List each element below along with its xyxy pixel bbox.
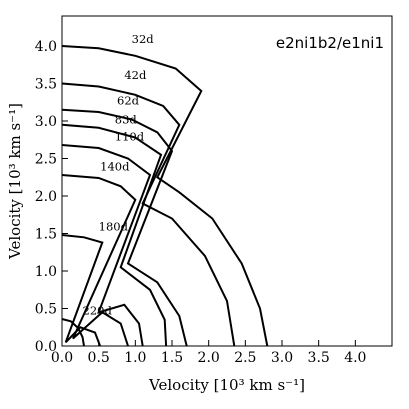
series-line-62d — [61, 108, 188, 347]
plot-frame — [61, 15, 393, 347]
annotations: 32d 42d 62d 83d 110d 140d 180d 220d — [83, 32, 155, 318]
epoch-label: 180d — [99, 220, 129, 234]
x-tick-label: 3.5 — [308, 350, 330, 366]
y-tick-label: 0.5 — [35, 302, 57, 318]
epoch-label: 42d — [124, 68, 147, 82]
x-tick-label: 0.5 — [88, 350, 110, 366]
series-line-220d — [61, 318, 85, 347]
series-line-83d — [61, 123, 168, 347]
series-line-110d — [61, 144, 152, 347]
y-tick-label: 4.0 — [35, 39, 57, 55]
x-tick-label: 2.5 — [234, 350, 256, 366]
series-line-180d — [61, 234, 104, 347]
x-tick-label: 4.0 — [344, 350, 366, 366]
y-tick-label: 2.0 — [35, 189, 57, 205]
epoch-label: 83d — [115, 112, 138, 126]
y-tick-label: 3.5 — [35, 77, 57, 93]
epoch-label: 220d — [83, 304, 113, 318]
series-line-42d — [61, 82, 236, 347]
ticks: 0.0 0.5 1.0 1.5 2.0 2.5 3.0 3.5 4.0 0.0 0.5 1.0 1.5 2… — [35, 39, 367, 366]
y-tick-label: 0.0 — [35, 339, 57, 355]
epoch-label: 110d — [115, 130, 145, 144]
epoch-label: 140d — [100, 160, 130, 174]
y-tick-label: 1.5 — [35, 227, 57, 243]
curves — [61, 45, 269, 347]
y-tick-label: 2.5 — [35, 152, 57, 168]
epoch-label: 62d — [117, 94, 140, 108]
x-tick-label: 2.0 — [198, 350, 220, 366]
series-line-32d — [61, 45, 269, 347]
x-tick-label: 3.0 — [271, 350, 293, 366]
y-tick-label: 3.0 — [35, 114, 57, 130]
x-axis-title: Velocity [10³ km s⁻¹] — [148, 376, 305, 394]
x-tick-label: 1.0 — [124, 350, 146, 366]
epoch-label: 32d — [132, 32, 155, 46]
panel-label: e2ni1b2/e1ni1 — [276, 34, 384, 52]
y-tick-label: 1.0 — [35, 264, 57, 280]
x-tick-label: 0.0 — [51, 350, 73, 366]
x-tick-label: 1.5 — [161, 350, 183, 366]
series-line-140d — [61, 174, 137, 347]
y-axis-title: Velocity [10³ km s⁻¹] — [6, 103, 24, 260]
